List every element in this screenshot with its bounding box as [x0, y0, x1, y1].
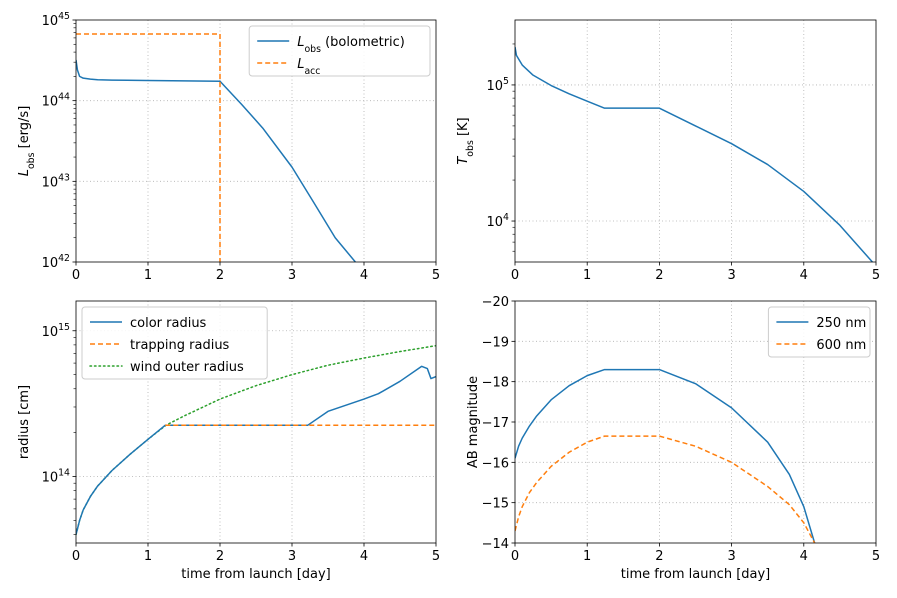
- legend: Lobs (bolometric)Lacc: [248, 25, 431, 77]
- legend-label: Lobs (bolometric): [297, 35, 405, 55]
- y-tick-label: −15: [482, 497, 509, 512]
- y-tick-label: 105: [487, 76, 510, 94]
- legend: 250 nm 600 nm: [767, 306, 871, 358]
- x-tick-label: 0: [511, 268, 519, 283]
- x-tick-label: 5: [432, 549, 440, 564]
- x-tick-label: 4: [360, 268, 368, 283]
- x-tick-label: 2: [216, 268, 224, 283]
- x-tick-label: 3: [288, 549, 296, 564]
- legend-label: 600 nm: [816, 338, 866, 353]
- legend-label: 250 nm: [816, 316, 866, 331]
- axes-frame: [75, 19, 437, 263]
- series-group: [76, 344, 436, 536]
- y-tick-label: 1015: [42, 322, 70, 340]
- series-line-1: [76, 33, 221, 262]
- series-line-1: [515, 435, 816, 543]
- series-line-0: [515, 368, 816, 543]
- y-tick-label: 1042: [42, 253, 70, 271]
- panel-lum: 0 1 2 3 4 5 1042 1043 1044 1045 Lobs [erg/s] Lobs (…: [17, 11, 440, 283]
- x-tick-label: 5: [872, 268, 880, 283]
- legend: color radius trapping radius wind outer ra…: [81, 306, 268, 380]
- series-line-1: [76, 365, 436, 535]
- y-tick-label: −19: [482, 335, 509, 350]
- panel-radius: 0 1 2 3 4 5 1014 1015 time from launch [day] radi…: [17, 300, 440, 582]
- y-axis-label: radius [cm]: [17, 385, 32, 459]
- series-group: [515, 368, 816, 543]
- legend-label: color radius: [130, 316, 207, 331]
- y-tick-label: 1045: [42, 11, 70, 29]
- y-tick-label: 1014: [42, 468, 70, 486]
- x-tick-label: 4: [360, 549, 368, 564]
- x-tick-label: 5: [872, 549, 880, 564]
- axes-frame: [514, 19, 877, 263]
- y-tick-label: −18: [482, 376, 509, 391]
- panel-mag: 0 1 2 3 4 5 −14 −15 −16 −17 −18 −19 −20 time from lau…: [466, 295, 880, 582]
- x-tick-label: 3: [727, 268, 735, 283]
- legend-box: [81, 306, 268, 380]
- x-tick-label: 0: [72, 549, 80, 564]
- legend-label: trapping radius: [130, 338, 230, 353]
- x-tick-label: 0: [72, 268, 80, 283]
- series-line-0: [76, 59, 356, 262]
- y-axis-label: Tobs [K]: [456, 117, 476, 164]
- legend-box: [248, 25, 431, 77]
- x-tick-label: 3: [288, 268, 296, 283]
- x-tick-label: 2: [655, 549, 663, 564]
- y-axis-label: Lobs [erg/s]: [17, 106, 37, 177]
- x-tick-label: 3: [727, 549, 735, 564]
- x-tick-label: 4: [800, 549, 808, 564]
- x-tick-label: 2: [216, 549, 224, 564]
- x-tick-label: 1: [583, 268, 591, 283]
- x-tick-label: 4: [800, 268, 808, 283]
- x-tick-label: 5: [432, 268, 440, 283]
- y-tick-label: 1043: [42, 172, 70, 190]
- x-tick-label: 1: [144, 268, 152, 283]
- series-group: [515, 46, 873, 262]
- axes-frame: [75, 300, 437, 544]
- series-line-0: [515, 46, 873, 262]
- y-tick-label: 104: [487, 212, 510, 230]
- y-tick-label: 1044: [42, 92, 70, 110]
- x-axis-label: time from launch [day]: [621, 567, 771, 582]
- x-axis-label: time from launch [day]: [181, 567, 331, 582]
- y-tick-label: −16: [482, 456, 509, 471]
- legend-label: wind outer radius: [130, 360, 244, 375]
- x-tick-label: 0: [511, 549, 519, 564]
- y-tick-label: −20: [482, 295, 509, 310]
- legend-label: Lacc: [297, 57, 320, 77]
- x-tick-label: 1: [583, 549, 591, 564]
- y-tick-label: −14: [482, 537, 509, 552]
- x-tick-label: 2: [655, 268, 663, 283]
- x-tick-label: 1: [144, 549, 152, 564]
- series-group: [76, 33, 356, 262]
- panel-temp: 0 1 2 3 4 5 104 105 Tobs [K]: [456, 19, 880, 283]
- y-axis-label: AB magnitude: [466, 376, 481, 468]
- y-tick-label: −17: [482, 416, 509, 431]
